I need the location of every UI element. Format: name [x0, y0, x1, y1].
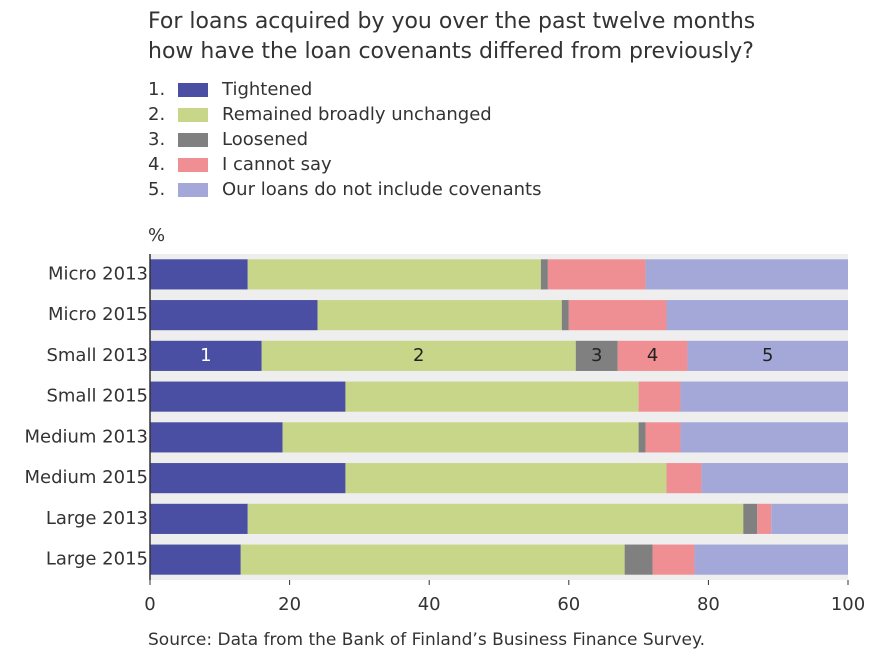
bar-segment [666, 463, 702, 494]
bar-segment [261, 340, 576, 371]
bar-segment [345, 381, 639, 412]
legend-label: I cannot say [222, 154, 332, 175]
bar-segment [150, 300, 318, 331]
bar-segment [645, 259, 848, 290]
legend-swatch [178, 133, 208, 147]
legend-number: 5. [148, 179, 165, 200]
segment-annotation: 5 [762, 345, 773, 366]
bar-segment [701, 463, 848, 494]
bar-segment [150, 381, 346, 412]
x-tick-label: 0 [144, 594, 155, 615]
x-tick-label: 40 [418, 594, 441, 615]
bar-segment [150, 503, 248, 534]
legend-swatch [178, 158, 208, 172]
bar-segment [771, 503, 848, 534]
bar-segment [743, 503, 758, 534]
bar-segment [687, 340, 848, 371]
bar-segment [150, 340, 262, 371]
legend-number: 3. [148, 129, 165, 150]
bar-segment [624, 544, 653, 575]
legend-number: 4. [148, 154, 165, 175]
bar-segment [568, 300, 667, 331]
bar-segment [645, 422, 681, 453]
y-tick-label: Medium 2015 [24, 467, 148, 488]
bar-segment [575, 340, 618, 371]
legend-swatch [178, 183, 208, 197]
bar-segment [680, 381, 848, 412]
x-tick-label: 20 [278, 594, 301, 615]
bar-segment [757, 503, 772, 534]
legend-label: Remained broadly unchanged [222, 104, 492, 125]
bar-segment [638, 381, 681, 412]
bar-segment [666, 300, 848, 331]
bar-segment [345, 463, 667, 494]
legend-label: Tightened [221, 79, 312, 100]
segment-annotation: 2 [413, 345, 424, 366]
x-tick-label: 80 [697, 594, 720, 615]
segment-annotation: 4 [647, 345, 658, 366]
legend-number: 2. [148, 104, 165, 125]
bar-segment [150, 422, 283, 453]
y-tick-label: Medium 2013 [24, 426, 148, 447]
x-tick-label: 60 [557, 594, 580, 615]
legend-label: Our loans do not include covenants [222, 179, 541, 200]
bar-segment [638, 422, 646, 453]
legend-swatch [178, 83, 208, 97]
bar-segment [561, 300, 569, 331]
bar-segment [652, 544, 695, 575]
y-tick-label: Small 2013 [46, 345, 148, 366]
bar-segment [694, 544, 848, 575]
bar-segment [547, 259, 646, 290]
y-tick-label: Large 2015 [46, 549, 148, 570]
bar-segment [282, 422, 639, 453]
y-tick-label: Micro 2015 [48, 304, 148, 325]
unit-label: % [148, 225, 165, 246]
bar-segment [540, 259, 548, 290]
bar-segment [247, 503, 744, 534]
bar-segment [240, 544, 625, 575]
legend-swatch [178, 108, 208, 122]
bar-segment [617, 340, 688, 371]
bar-segment [150, 259, 248, 290]
y-tick-label: Small 2015 [46, 386, 148, 407]
bar-segment [150, 463, 346, 494]
segment-annotation: 1 [200, 345, 211, 366]
bar-segment [317, 300, 562, 331]
chart-title: how have the loan covenants differed fro… [148, 39, 754, 64]
segment-annotation: 3 [591, 345, 602, 366]
y-tick-label: Large 2013 [46, 508, 148, 529]
chart-title: For loans acquired by you over the past … [148, 9, 755, 34]
bar-segment [680, 422, 848, 453]
x-tick-label: 100 [831, 594, 865, 615]
legend-number: 1. [148, 79, 165, 100]
bar-segment [247, 259, 541, 290]
legend-label: Loosened [222, 129, 308, 150]
y-tick-label: Micro 2013 [48, 263, 148, 284]
bar-segment [150, 544, 241, 575]
source-note: Source: Data from the Bank of Finland’s … [148, 630, 705, 650]
